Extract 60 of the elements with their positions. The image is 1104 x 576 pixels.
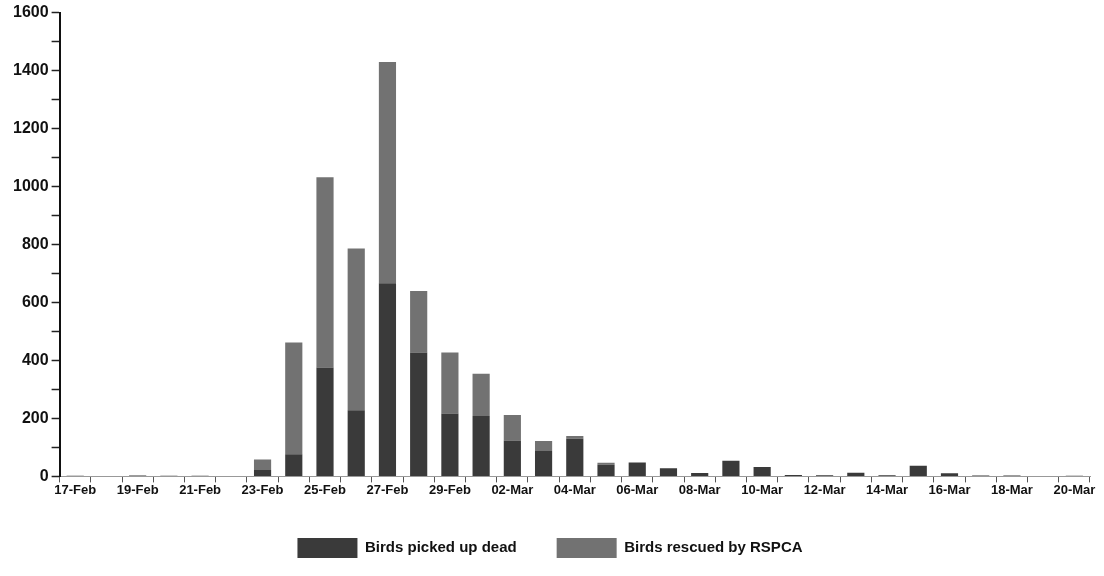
bar — [909, 465, 927, 476]
bar — [253, 470, 272, 476]
bar — [503, 414, 521, 441]
x-tick-label: 25-Feb — [304, 481, 347, 497]
x-tick-label: 19-Feb — [116, 481, 159, 497]
bar — [410, 352, 428, 476]
x-tick-label: 29-Feb — [428, 481, 471, 497]
bar — [940, 473, 959, 476]
y-tick-label: 1400 — [13, 60, 49, 78]
bar — [347, 410, 365, 476]
bar — [378, 283, 397, 476]
bar — [441, 413, 459, 476]
bar — [534, 450, 553, 476]
bar — [691, 472, 709, 476]
legend-label: Birds picked up dead — [364, 538, 517, 556]
bar — [597, 462, 615, 465]
x-tick-label: 18-Mar — [990, 481, 1033, 497]
bar — [722, 460, 740, 476]
x-tick-label: 14-Mar — [866, 481, 908, 497]
x-tick-label: 16-Mar — [928, 481, 971, 497]
bar — [253, 459, 272, 471]
bar — [285, 342, 303, 455]
bar — [378, 61, 397, 284]
bar — [847, 472, 865, 476]
y-tick-label: 400 — [21, 350, 49, 368]
x-tick-label: 23-Feb — [241, 481, 284, 497]
bar — [628, 462, 646, 476]
y-tick-label: 0 — [39, 466, 49, 484]
bar — [566, 436, 584, 439]
bar — [441, 352, 459, 414]
y-tick-label: 1600 — [13, 3, 49, 21]
bar — [316, 177, 334, 368]
bar — [597, 464, 615, 476]
x-tick-label: 08-Mar — [678, 481, 721, 497]
x-tick-label: 20-Mar — [1053, 481, 1096, 497]
bar — [316, 367, 334, 476]
bar — [410, 290, 428, 353]
y-tick-label: 1000 — [13, 176, 49, 194]
bar — [347, 248, 365, 411]
bar — [659, 468, 678, 476]
bar — [472, 416, 490, 476]
x-tick-label: 27-Feb — [366, 481, 409, 497]
y-tick-label: 800 — [21, 234, 49, 252]
bar — [534, 441, 553, 451]
x-tick-label: 17-Feb — [54, 481, 97, 497]
y-tick-label: 600 — [21, 292, 49, 310]
x-tick-label: 21-Feb — [179, 481, 222, 497]
bar — [566, 438, 584, 476]
bar — [753, 467, 771, 476]
y-tick-label: 1200 — [13, 118, 49, 136]
bar — [285, 454, 303, 476]
x-tick-label: 10-Mar — [741, 481, 784, 497]
x-tick-label: 12-Mar — [803, 481, 846, 497]
x-tick-label: 02-Mar — [491, 481, 534, 497]
y-tick-label: 200 — [21, 408, 49, 426]
legend-label: Birds rescued by RSPCA — [624, 538, 803, 556]
bar — [472, 373, 490, 417]
x-tick-label: 06-Mar — [616, 481, 659, 497]
bar — [503, 440, 521, 476]
x-tick-label: 04-Mar — [553, 481, 596, 497]
